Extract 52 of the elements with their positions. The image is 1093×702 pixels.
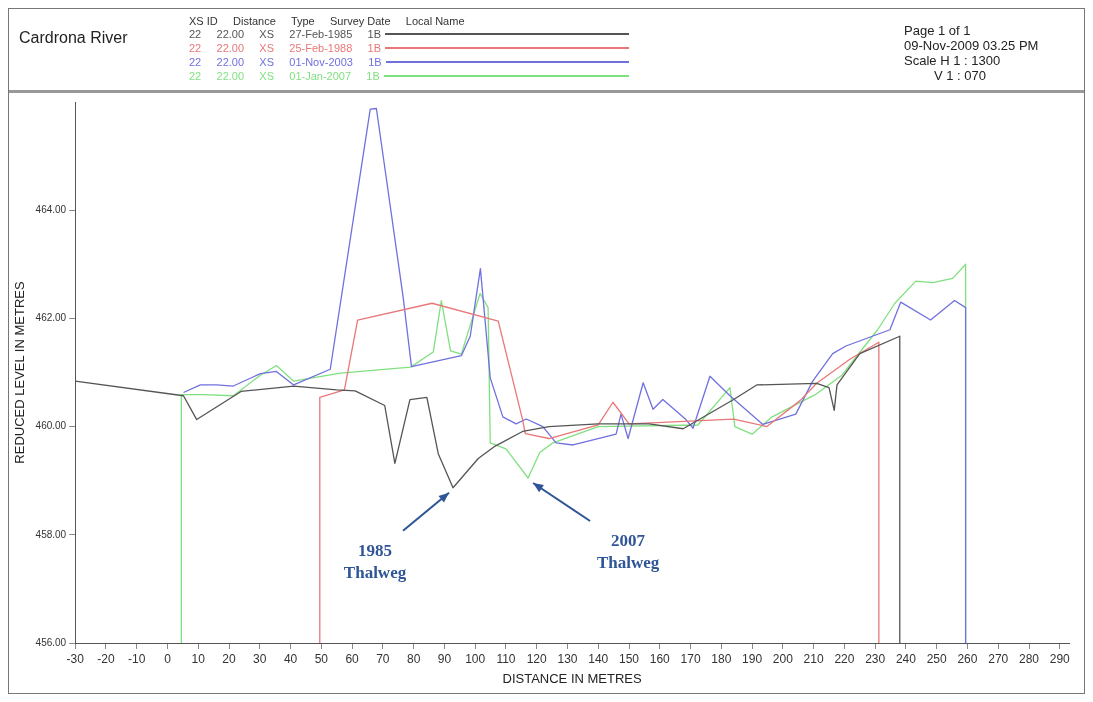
text: Page 1 of 1 xyxy=(904,23,972,38)
text: 22 22.00 XS 01-Jan-2007 1B xyxy=(189,70,380,82)
legend-title: XS ID Distance Type Survey Date Local Name xyxy=(189,15,466,27)
x-tick-label: 230 xyxy=(865,651,886,666)
x-tick-label: -20 xyxy=(97,651,115,666)
x-tick-label: 90 xyxy=(437,651,452,666)
x-tick-label: 160 xyxy=(649,651,671,666)
x-tick-label: -10 xyxy=(128,651,146,666)
x-tick-label: 30 xyxy=(253,651,267,666)
x-tick-label: 60 xyxy=(345,651,360,666)
y-axis-title: REDUCED LEVEL IN METRES xyxy=(12,281,28,464)
x-tick-label: 170 xyxy=(680,651,701,666)
x-tick-label: 220 xyxy=(834,651,855,666)
annotation: 1985 Thalweg xyxy=(343,540,407,582)
x-tick-label: 130 xyxy=(557,651,578,666)
y-tick-label: 462.00 xyxy=(35,312,67,324)
y-tick-label: 458.00 xyxy=(35,528,67,540)
x-tick-label: -30 xyxy=(66,651,85,666)
text: 22 22.00 XS 27-Feb-1985 1B xyxy=(189,28,382,40)
x-tick-label: 180 xyxy=(711,651,732,666)
y-tick-label: 460.00 xyxy=(35,420,67,432)
chart-title: Cardrona River xyxy=(19,28,129,48)
x-tick-label: 240 xyxy=(895,651,917,666)
annotation: 2007 Thalweg xyxy=(596,530,660,572)
x-tick-label: 10 xyxy=(191,651,206,666)
y-tick-label: 456.00 xyxy=(35,636,67,648)
x-tick-label: 70 xyxy=(376,651,390,666)
x-tick-label: 120 xyxy=(526,651,548,666)
x-tick-label: 110 xyxy=(496,651,516,666)
x-tick-label: 140 xyxy=(588,651,609,666)
x-tick-label: 50 xyxy=(314,651,329,666)
text: 09-Nov-2009 03.25 PM xyxy=(904,38,1040,53)
x-tick-label: 190 xyxy=(742,651,763,666)
x-tick-label: 200 xyxy=(772,651,794,666)
text: V 1 : 070 xyxy=(933,68,988,83)
x-axis-title: DISTANCE IN METRES xyxy=(502,670,642,686)
y-tick-label: 464.00 xyxy=(35,203,67,215)
x-tick-label: 280 xyxy=(1018,651,1040,666)
x-tick-label: 20 xyxy=(222,651,237,666)
x-tick-label: 210 xyxy=(803,651,824,666)
x-tick-label: 150 xyxy=(619,651,640,666)
x-tick-label: 0 xyxy=(164,651,172,666)
x-tick-label: 100 xyxy=(465,651,486,666)
text: 22 22.00 XS 01-Nov-2003 1B xyxy=(189,56,382,68)
x-tick-label: 250 xyxy=(926,651,948,666)
text: 22 22.00 XS 25-Feb-1988 1B xyxy=(189,42,382,54)
text: Scale H 1 : 1300 xyxy=(904,53,1002,68)
x-tick-label: 270 xyxy=(988,651,1009,666)
x-tick-label: 260 xyxy=(957,651,978,666)
x-tick-label: 40 xyxy=(283,651,298,666)
x-tick-label: 290 xyxy=(1049,651,1071,666)
x-tick-label: 80 xyxy=(406,651,421,666)
